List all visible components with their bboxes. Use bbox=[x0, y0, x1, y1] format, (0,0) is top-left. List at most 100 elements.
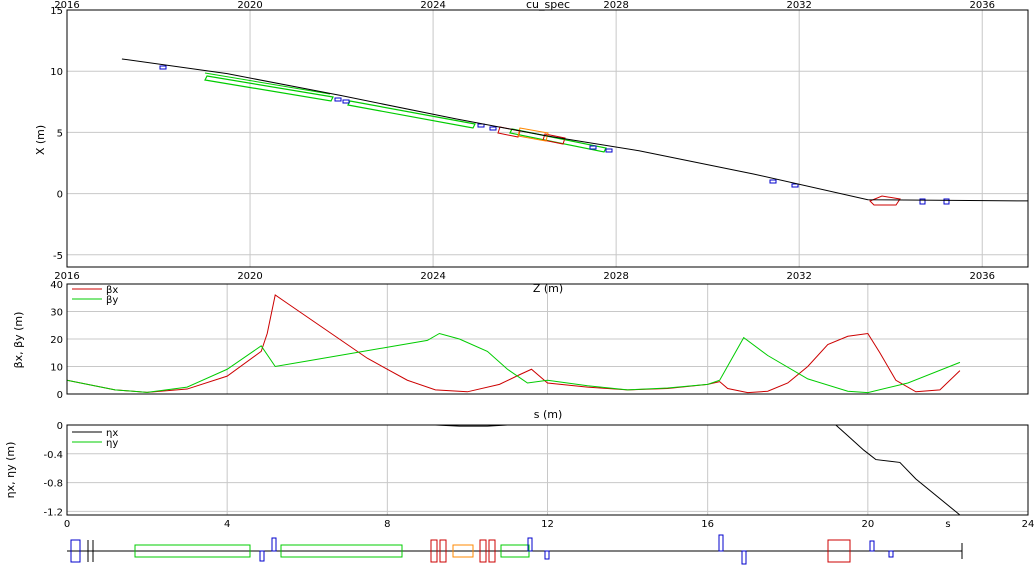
eta-y-label: ηx, ηy (m) bbox=[4, 442, 17, 499]
lattice-quad-7 bbox=[869, 540, 875, 552]
eta-x-tick-4: 16 bbox=[701, 519, 714, 530]
lattice-bend-2 bbox=[280, 544, 403, 558]
beta-y-ticks: 0 10 20 30 40 bbox=[50, 280, 63, 401]
legend-beta-y-label: βy bbox=[106, 295, 118, 306]
bend-magnet-3 bbox=[509, 128, 607, 153]
chart-title: cu_spec bbox=[526, 0, 570, 11]
lattice-quad-4 bbox=[544, 550, 550, 560]
quad-11 bbox=[943, 198, 950, 205]
lattice-dipole-2 bbox=[439, 539, 447, 563]
eta-x-tick-1: 4 bbox=[224, 519, 230, 530]
lattice-dipole-4 bbox=[488, 539, 496, 563]
bend-magnet-1 bbox=[204, 75, 334, 102]
lattice-strip bbox=[67, 534, 963, 565]
floor-plan-top-tick-1: 2020 bbox=[237, 0, 262, 11]
legend-eta-x-label: ηx bbox=[106, 428, 118, 439]
beta-grid bbox=[66, 283, 1029, 395]
beta-x-line bbox=[66, 294, 961, 394]
floor-plan-y-tick-2: 5 bbox=[57, 128, 63, 139]
beta-y-label: βx, βy (m) bbox=[12, 312, 25, 369]
floor-plan-bottom-ticks: 2016 2020 2024 2028 2032 2036 bbox=[54, 271, 995, 282]
floor-plan-frame bbox=[66, 9, 1029, 268]
floor-plan-y-tick-0: -5 bbox=[53, 251, 63, 262]
red-dipole-end bbox=[869, 195, 901, 206]
beta-panel: 0 10 20 30 40 s (m) βx, βy (m) βx βy bbox=[12, 280, 1029, 421]
floor-plan-bottom-tick-4: 2032 bbox=[786, 271, 811, 282]
quad-10 bbox=[919, 198, 926, 205]
eta-legend: ηx ηy bbox=[72, 428, 118, 449]
p2-y-tick-1: 10 bbox=[50, 363, 63, 374]
beta-x-label: s (m) bbox=[534, 408, 563, 421]
floor-plan-top-tick-0: 2016 bbox=[54, 0, 79, 11]
eta-y-ticks: 0 -0.4 -0.8 -1.2 bbox=[43, 421, 63, 518]
floor-plan-bottom-tick-0: 2016 bbox=[54, 271, 79, 282]
lattice-element-start bbox=[70, 539, 81, 563]
eta-frame bbox=[66, 424, 1029, 516]
lattice-quad-1 bbox=[259, 550, 265, 562]
quad-5 bbox=[489, 126, 497, 131]
floor-plan-bottom-tick-5: 2036 bbox=[970, 271, 995, 282]
p2-y-tick-0: 0 bbox=[57, 390, 63, 401]
p3-y-tick-3: -1.2 bbox=[43, 507, 63, 518]
floor-plan-y-tick-4: 15 bbox=[50, 6, 63, 17]
lattice-quad-3 bbox=[527, 537, 533, 552]
p2-y-tick-2: 20 bbox=[50, 335, 63, 346]
p3-y-tick-2: -0.8 bbox=[43, 479, 63, 490]
quad-7 bbox=[605, 148, 613, 153]
lattice-dipole-1 bbox=[430, 539, 438, 563]
eta-x-tick-5: 20 bbox=[861, 519, 874, 530]
orange-element bbox=[517, 127, 549, 142]
p3-y-tick-0: 0 bbox=[57, 421, 63, 432]
beam-trajectory bbox=[121, 58, 1029, 202]
floor-plan-bottom-tick-3: 2028 bbox=[603, 271, 628, 282]
floor-plan-elements bbox=[159, 65, 950, 206]
quad-6 bbox=[589, 145, 597, 150]
eta-x-tick-3: 12 bbox=[541, 519, 554, 530]
floor-plan-bottom-tick-1: 2020 bbox=[237, 271, 262, 282]
legend-eta-y-label: ηy bbox=[106, 438, 118, 449]
p2-y-tick-4: 40 bbox=[50, 280, 63, 291]
p2-y-tick-3: 30 bbox=[50, 308, 63, 319]
floor-plan-grid bbox=[66, 9, 1028, 267]
lattice-quad-6 bbox=[741, 550, 747, 565]
floor-plan-y-tick-1: 0 bbox=[57, 190, 63, 201]
lattice-quad-8 bbox=[888, 550, 894, 558]
bend-magnet-1b bbox=[204, 72, 331, 95]
eta-x-line bbox=[67, 424, 961, 516]
p3-y-tick-1: -0.4 bbox=[43, 450, 63, 461]
eta-grid bbox=[66, 424, 1029, 515]
floor-plan-panel: 2016 2020 2024 2028 2032 2036 2016 2020 2024 202… bbox=[34, 0, 1029, 295]
eta-panel: 0 -0.4 -0.8 -1.2 0 4 8 12 16 20 24 s ηx, ηy (m) η… bbox=[4, 421, 1034, 530]
eta-x-tick-2: 8 bbox=[384, 519, 390, 530]
lattice-dipole-5 bbox=[827, 539, 851, 563]
eta-x-ticks: 0 4 8 12 16 20 24 bbox=[64, 519, 1035, 530]
bend-magnet-2 bbox=[347, 100, 476, 129]
quad-9 bbox=[791, 183, 799, 188]
lattice-bend-1 bbox=[134, 544, 251, 558]
floor-plan-bottom-tick-2: 2024 bbox=[420, 271, 445, 282]
floor-plan-top-tick-2: 2024 bbox=[420, 0, 445, 11]
lattice-dipole-3 bbox=[479, 539, 487, 563]
lattice-quad-5 bbox=[718, 534, 724, 552]
quad-1 bbox=[159, 65, 167, 70]
beta-frame bbox=[66, 283, 1029, 395]
floor-plan-top-ticks: 2016 2020 2024 2028 2032 2036 bbox=[54, 0, 995, 11]
beta-legend: βx βy bbox=[72, 285, 118, 306]
floor-plan-y-label: X (m) bbox=[34, 125, 47, 155]
floor-plan-top-tick-5: 2036 bbox=[970, 0, 995, 11]
legend-beta-x-label: βx bbox=[106, 285, 118, 296]
quad-8 bbox=[769, 179, 777, 184]
quad-2 bbox=[334, 97, 342, 102]
floor-plan-top-tick-3: 2028 bbox=[603, 0, 628, 11]
floor-plan-y-tick-3: 10 bbox=[50, 67, 63, 78]
eta-x-tick-0: 0 bbox=[64, 519, 70, 530]
floor-plan-y-ticks: -5 0 5 10 15 bbox=[50, 6, 63, 262]
lattice-orange bbox=[452, 544, 474, 558]
eta-x-label: s bbox=[945, 519, 950, 530]
lattice-quad-2 bbox=[271, 537, 277, 552]
red-element-2 bbox=[542, 133, 566, 145]
floor-plan-top-tick-4: 2032 bbox=[786, 0, 811, 11]
quad-3 bbox=[342, 99, 350, 104]
eta-x-tick-6: 24 bbox=[1022, 519, 1035, 530]
